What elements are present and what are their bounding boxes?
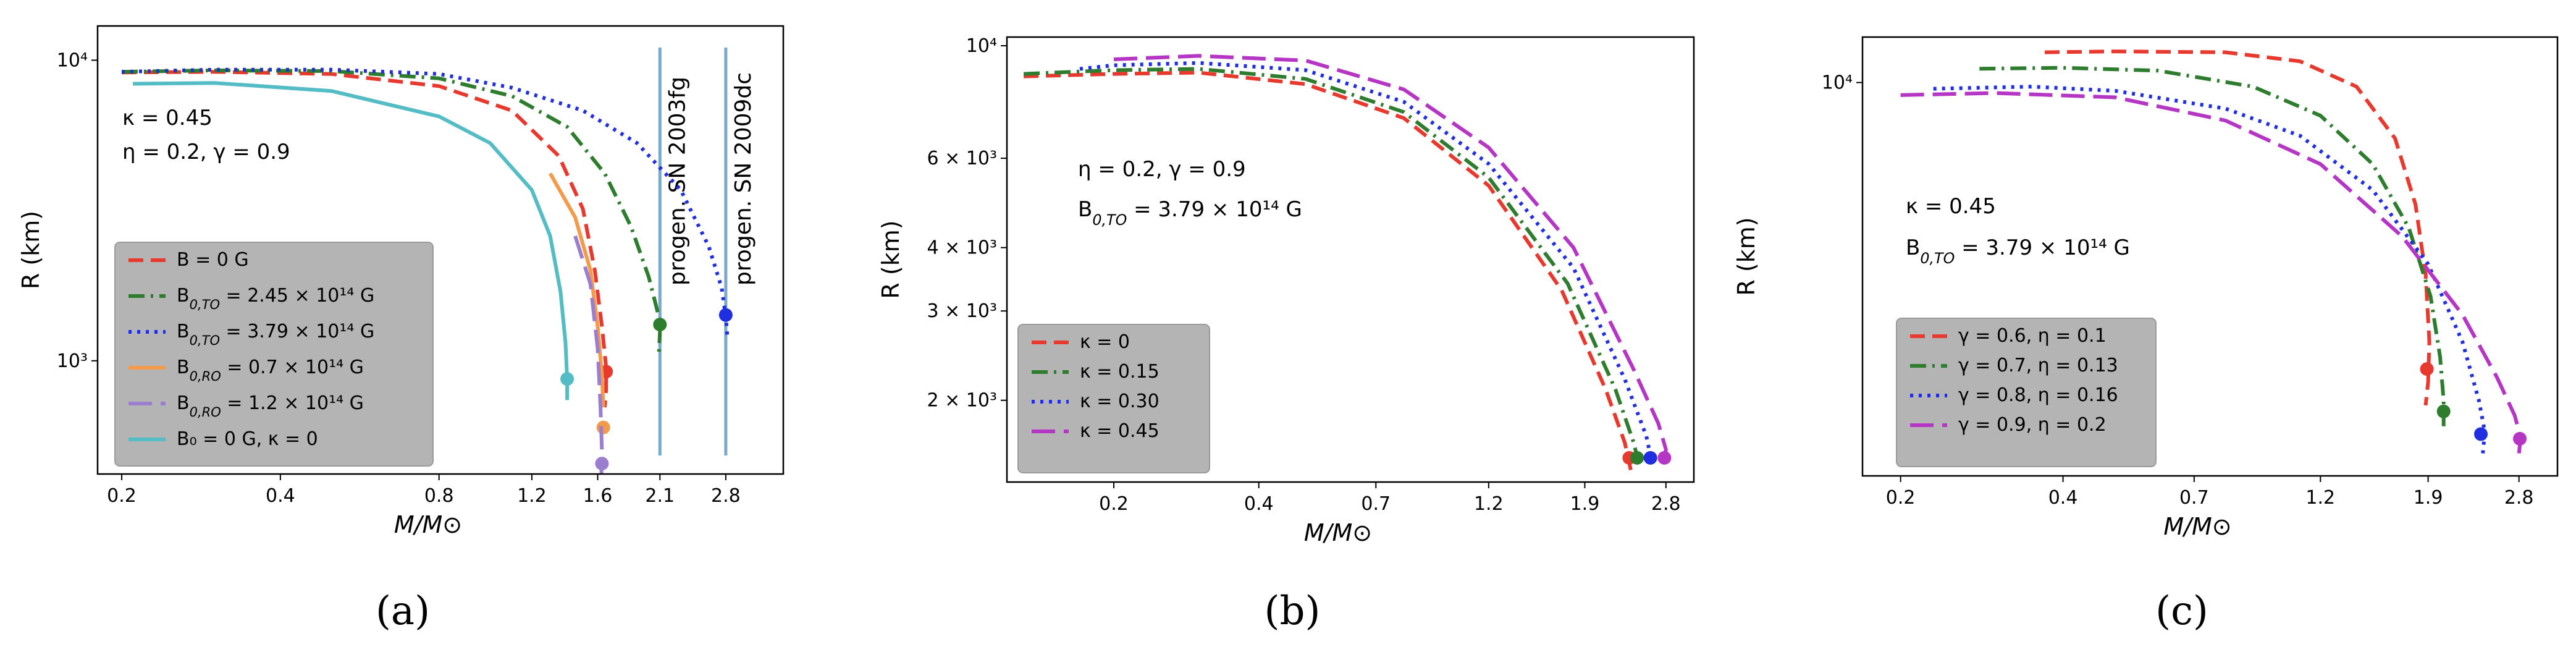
series-line <box>1079 61 1654 464</box>
x-tick-label: 2.8 <box>2504 487 2534 509</box>
series-line <box>1023 67 1641 465</box>
x-tick-label: 1.6 <box>583 485 613 507</box>
y-tick-label: 10⁴ <box>966 35 997 57</box>
series-line <box>1113 54 1668 467</box>
y-axis-title: R (km) <box>17 211 44 289</box>
legend-label: γ = 0.7, η = 0.13 <box>1958 355 2118 376</box>
series-line <box>1900 91 2523 454</box>
series-endpoint <box>2420 362 2434 376</box>
y-tick-label: 10⁴ <box>1822 72 1853 94</box>
x-tick-label: 0.4 <box>2048 487 2078 509</box>
y-tick-label: 3 × 10³ <box>927 300 998 322</box>
x-tick-label: 1.9 <box>1570 493 1600 515</box>
y-axis-title: R (km) <box>877 220 904 298</box>
x-tick-label: 0.4 <box>1244 493 1274 515</box>
legend-label: B₀ = 0 G, κ = 0 <box>177 428 318 450</box>
series-endpoint <box>1657 451 1672 465</box>
legend: κ = 0 κ = 0.15 κ = 0.30 κ = 0.45 <box>1017 324 1210 473</box>
legend-label: B0,RO = 0.7 × 10¹⁴ G <box>177 357 364 384</box>
plot-frame <box>96 25 785 475</box>
x-tick-label: 0.2 <box>1886 487 1916 509</box>
x-tick-label: 0.7 <box>2179 487 2209 509</box>
x-tick-label: 1.2 <box>2305 487 2335 509</box>
legend-label: κ = 0 <box>1080 331 1130 353</box>
series-endpoint <box>1643 451 1657 465</box>
series-line <box>1024 70 1633 472</box>
y-tick-label: 6 × 10³ <box>927 148 998 169</box>
series-line <box>548 172 605 408</box>
series-endpoint <box>2513 431 2527 446</box>
x-tick-label: 0.2 <box>1099 493 1129 515</box>
chart-panel-a: progen. SN 2003fg progen. SN 2009dc 0.2 0.4… <box>17 25 785 634</box>
series-endpoint <box>718 308 733 322</box>
legend-label: B = 0 G <box>177 249 249 271</box>
legend-label: γ = 0.6, η = 0.1 <box>1958 325 2107 347</box>
y-tick-label: 10⁴ <box>57 49 88 71</box>
annotation: η = 0.2, γ = 0.9 <box>1078 157 1246 182</box>
series-line <box>121 67 730 337</box>
legend-label: κ = 0.15 <box>1080 361 1160 383</box>
x-axis-title: M/M⊙ <box>394 511 462 538</box>
x-tick-label: 1.2 <box>517 485 547 507</box>
series-endpoint <box>596 420 610 434</box>
annotation: κ = 0.45 <box>122 106 213 130</box>
x-tick-label: 0.2 <box>107 485 137 507</box>
reference-line-label: progen. SN 2009dc <box>731 72 756 286</box>
x-tick-label: 2.1 <box>645 485 675 507</box>
x-axis-title: M/M⊙ <box>2163 513 2231 540</box>
panel-label: (a) <box>376 588 430 634</box>
annotation: η = 0.2, γ = 0.9 <box>122 140 290 164</box>
legend-label: B0,TO = 2.45 × 10¹⁴ G <box>177 285 374 312</box>
x-tick-label: 1.9 <box>2414 487 2443 509</box>
panel-label: (b) <box>1265 588 1321 634</box>
reference-line-label: progen. SN 2003fg <box>665 77 690 286</box>
series-line <box>133 81 570 400</box>
series-endpoint <box>1630 451 1644 465</box>
series-line <box>2044 49 2431 406</box>
plot-frame <box>1006 36 1695 483</box>
chart-panel-c: 0.2 0.4 0.7 1.2 1.9 2.8 10⁴ M/M⊙ R (km) κ = 0.45 B… <box>1733 36 2559 634</box>
x-tick-label: 2.8 <box>1651 493 1681 515</box>
x-tick-label: 2.8 <box>711 485 741 507</box>
annotation: B0,TO = 3.79 × 10¹⁴ G <box>1906 235 2130 267</box>
series-endpoint <box>595 457 609 471</box>
panel-label: (c) <box>2155 588 2208 634</box>
x-tick-label: 0.7 <box>1361 493 1391 515</box>
x-tick-label: 1.2 <box>1474 493 1504 515</box>
series-line <box>1979 66 2446 426</box>
y-tick-label: 4 × 10³ <box>927 237 998 259</box>
series-endpoint <box>653 318 667 332</box>
legend-label: B0,RO = 1.2 × 10¹⁴ G <box>177 392 364 420</box>
series-endpoint <box>2474 427 2488 441</box>
x-tick-label: 0.8 <box>424 485 454 507</box>
y-tick-label: 2 × 10³ <box>927 390 998 412</box>
plot-frame <box>1861 36 2559 477</box>
legend-box <box>114 242 434 467</box>
series-endpoint <box>2436 404 2451 418</box>
legend-label: B0,TO = 3.79 × 10¹⁴ G <box>177 321 374 348</box>
annotation: B0,TO = 3.79 × 10¹⁴ G <box>1078 197 1302 229</box>
legend-label: κ = 0.45 <box>1080 420 1160 442</box>
legend: γ = 0.6, η = 0.1 γ = 0.7, η = 0.13 γ = 0.8… <box>1896 318 2157 467</box>
legend-label: γ = 0.8, η = 0.16 <box>1958 384 2118 406</box>
legend: B = 0 G B0,TO = 2.45 × 10¹⁴ G B0,TO = 3.79… <box>114 242 434 467</box>
legend-label: κ = 0.30 <box>1080 391 1160 412</box>
legend-box <box>1017 324 1210 473</box>
x-axis-title: M/M⊙ <box>1304 519 1372 546</box>
y-tick-label: 10³ <box>57 350 88 372</box>
legend-box <box>1896 318 2157 467</box>
annotation: κ = 0.45 <box>1906 194 1996 219</box>
series-line <box>121 70 608 408</box>
series-endpoint <box>560 372 575 386</box>
x-tick-label: 0.4 <box>266 485 295 507</box>
y-axis-title: R (km) <box>1733 217 1760 295</box>
chart-panel-b: 0.2 0.4 0.7 1.2 1.9 2.8 2 × 10³ 3 × 10³ 4 × 10³ 6… <box>877 35 1695 634</box>
legend-label: γ = 0.9, η = 0.2 <box>1958 414 2107 436</box>
